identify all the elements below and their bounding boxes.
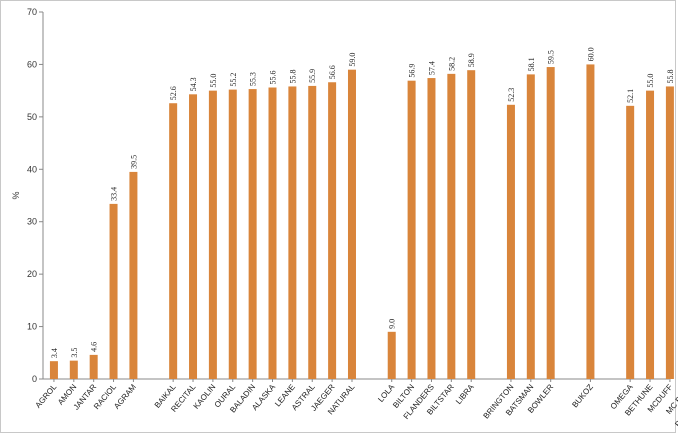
y-tick-label: 0 xyxy=(32,374,37,384)
bar xyxy=(427,78,436,379)
bar xyxy=(626,105,635,380)
data-label: 55.8 xyxy=(666,69,675,83)
bar xyxy=(347,69,356,380)
data-label: 55.2 xyxy=(229,73,238,87)
y-tick-label: 70 xyxy=(27,7,37,17)
x-tick-label: LIBRA xyxy=(454,382,476,406)
bar xyxy=(546,67,555,380)
y-axis-label: % xyxy=(11,191,21,199)
data-label: 3.5 xyxy=(70,348,79,358)
y-tick-label: 40 xyxy=(27,164,37,174)
data-label: 56.6 xyxy=(328,65,337,79)
x-tick-label: AGROL xyxy=(34,382,59,410)
bar xyxy=(526,74,535,379)
bar xyxy=(268,87,277,380)
data-label: 4.6 xyxy=(90,342,99,352)
bar xyxy=(169,103,178,380)
data-label: 58.2 xyxy=(447,57,456,71)
data-label: 59.5 xyxy=(547,50,556,64)
x-tick-label: BUKOZ xyxy=(570,382,595,409)
bar xyxy=(208,90,217,380)
bar xyxy=(69,360,78,379)
data-label: 55.0 xyxy=(646,74,655,88)
bar xyxy=(288,86,297,379)
bar xyxy=(49,361,58,379)
data-label: 52.6 xyxy=(169,86,178,100)
data-label: 58.9 xyxy=(467,53,476,67)
bar xyxy=(646,90,655,380)
y-tick-label: 10 xyxy=(27,322,37,332)
data-label: 57.4 xyxy=(427,61,436,75)
data-label: 55.9 xyxy=(308,69,317,83)
bar xyxy=(89,354,98,379)
y-tick-label: 20 xyxy=(27,269,37,279)
data-label: 52.1 xyxy=(626,89,635,103)
bar xyxy=(586,64,595,379)
data-label: 55.3 xyxy=(249,72,258,86)
bar xyxy=(328,82,337,380)
bar xyxy=(308,85,317,379)
data-label: 33.4 xyxy=(110,187,119,201)
y-tick-label: 30 xyxy=(27,217,37,227)
data-label: 9.0 xyxy=(388,319,397,329)
data-label: 54.3 xyxy=(189,77,198,91)
data-label: 52.3 xyxy=(507,88,516,102)
data-label: 56.9 xyxy=(408,64,417,78)
data-label: 55.6 xyxy=(269,70,278,84)
data-label: 58.1 xyxy=(527,57,536,71)
data-label: 60.0 xyxy=(586,47,595,61)
data-label: 59.0 xyxy=(348,53,357,67)
bar xyxy=(129,171,138,379)
bar xyxy=(506,104,515,379)
bar xyxy=(189,94,198,379)
y-tick-label: 60 xyxy=(27,59,37,69)
x-tick-label: AGRAM xyxy=(112,382,138,411)
bar xyxy=(228,89,237,379)
bar xyxy=(407,80,416,379)
data-label: 3.4 xyxy=(50,348,59,358)
y-tick-label: 50 xyxy=(27,112,37,122)
data-label: 39.5 xyxy=(129,155,138,169)
bar xyxy=(109,203,118,379)
data-label: 55.8 xyxy=(288,69,297,83)
bar xyxy=(248,89,257,379)
bar xyxy=(665,86,674,379)
bar xyxy=(467,70,476,380)
bar xyxy=(387,331,396,379)
bar xyxy=(447,73,456,379)
x-tick-label: KAOLIN xyxy=(192,382,218,410)
data-label: 55.0 xyxy=(209,74,218,88)
